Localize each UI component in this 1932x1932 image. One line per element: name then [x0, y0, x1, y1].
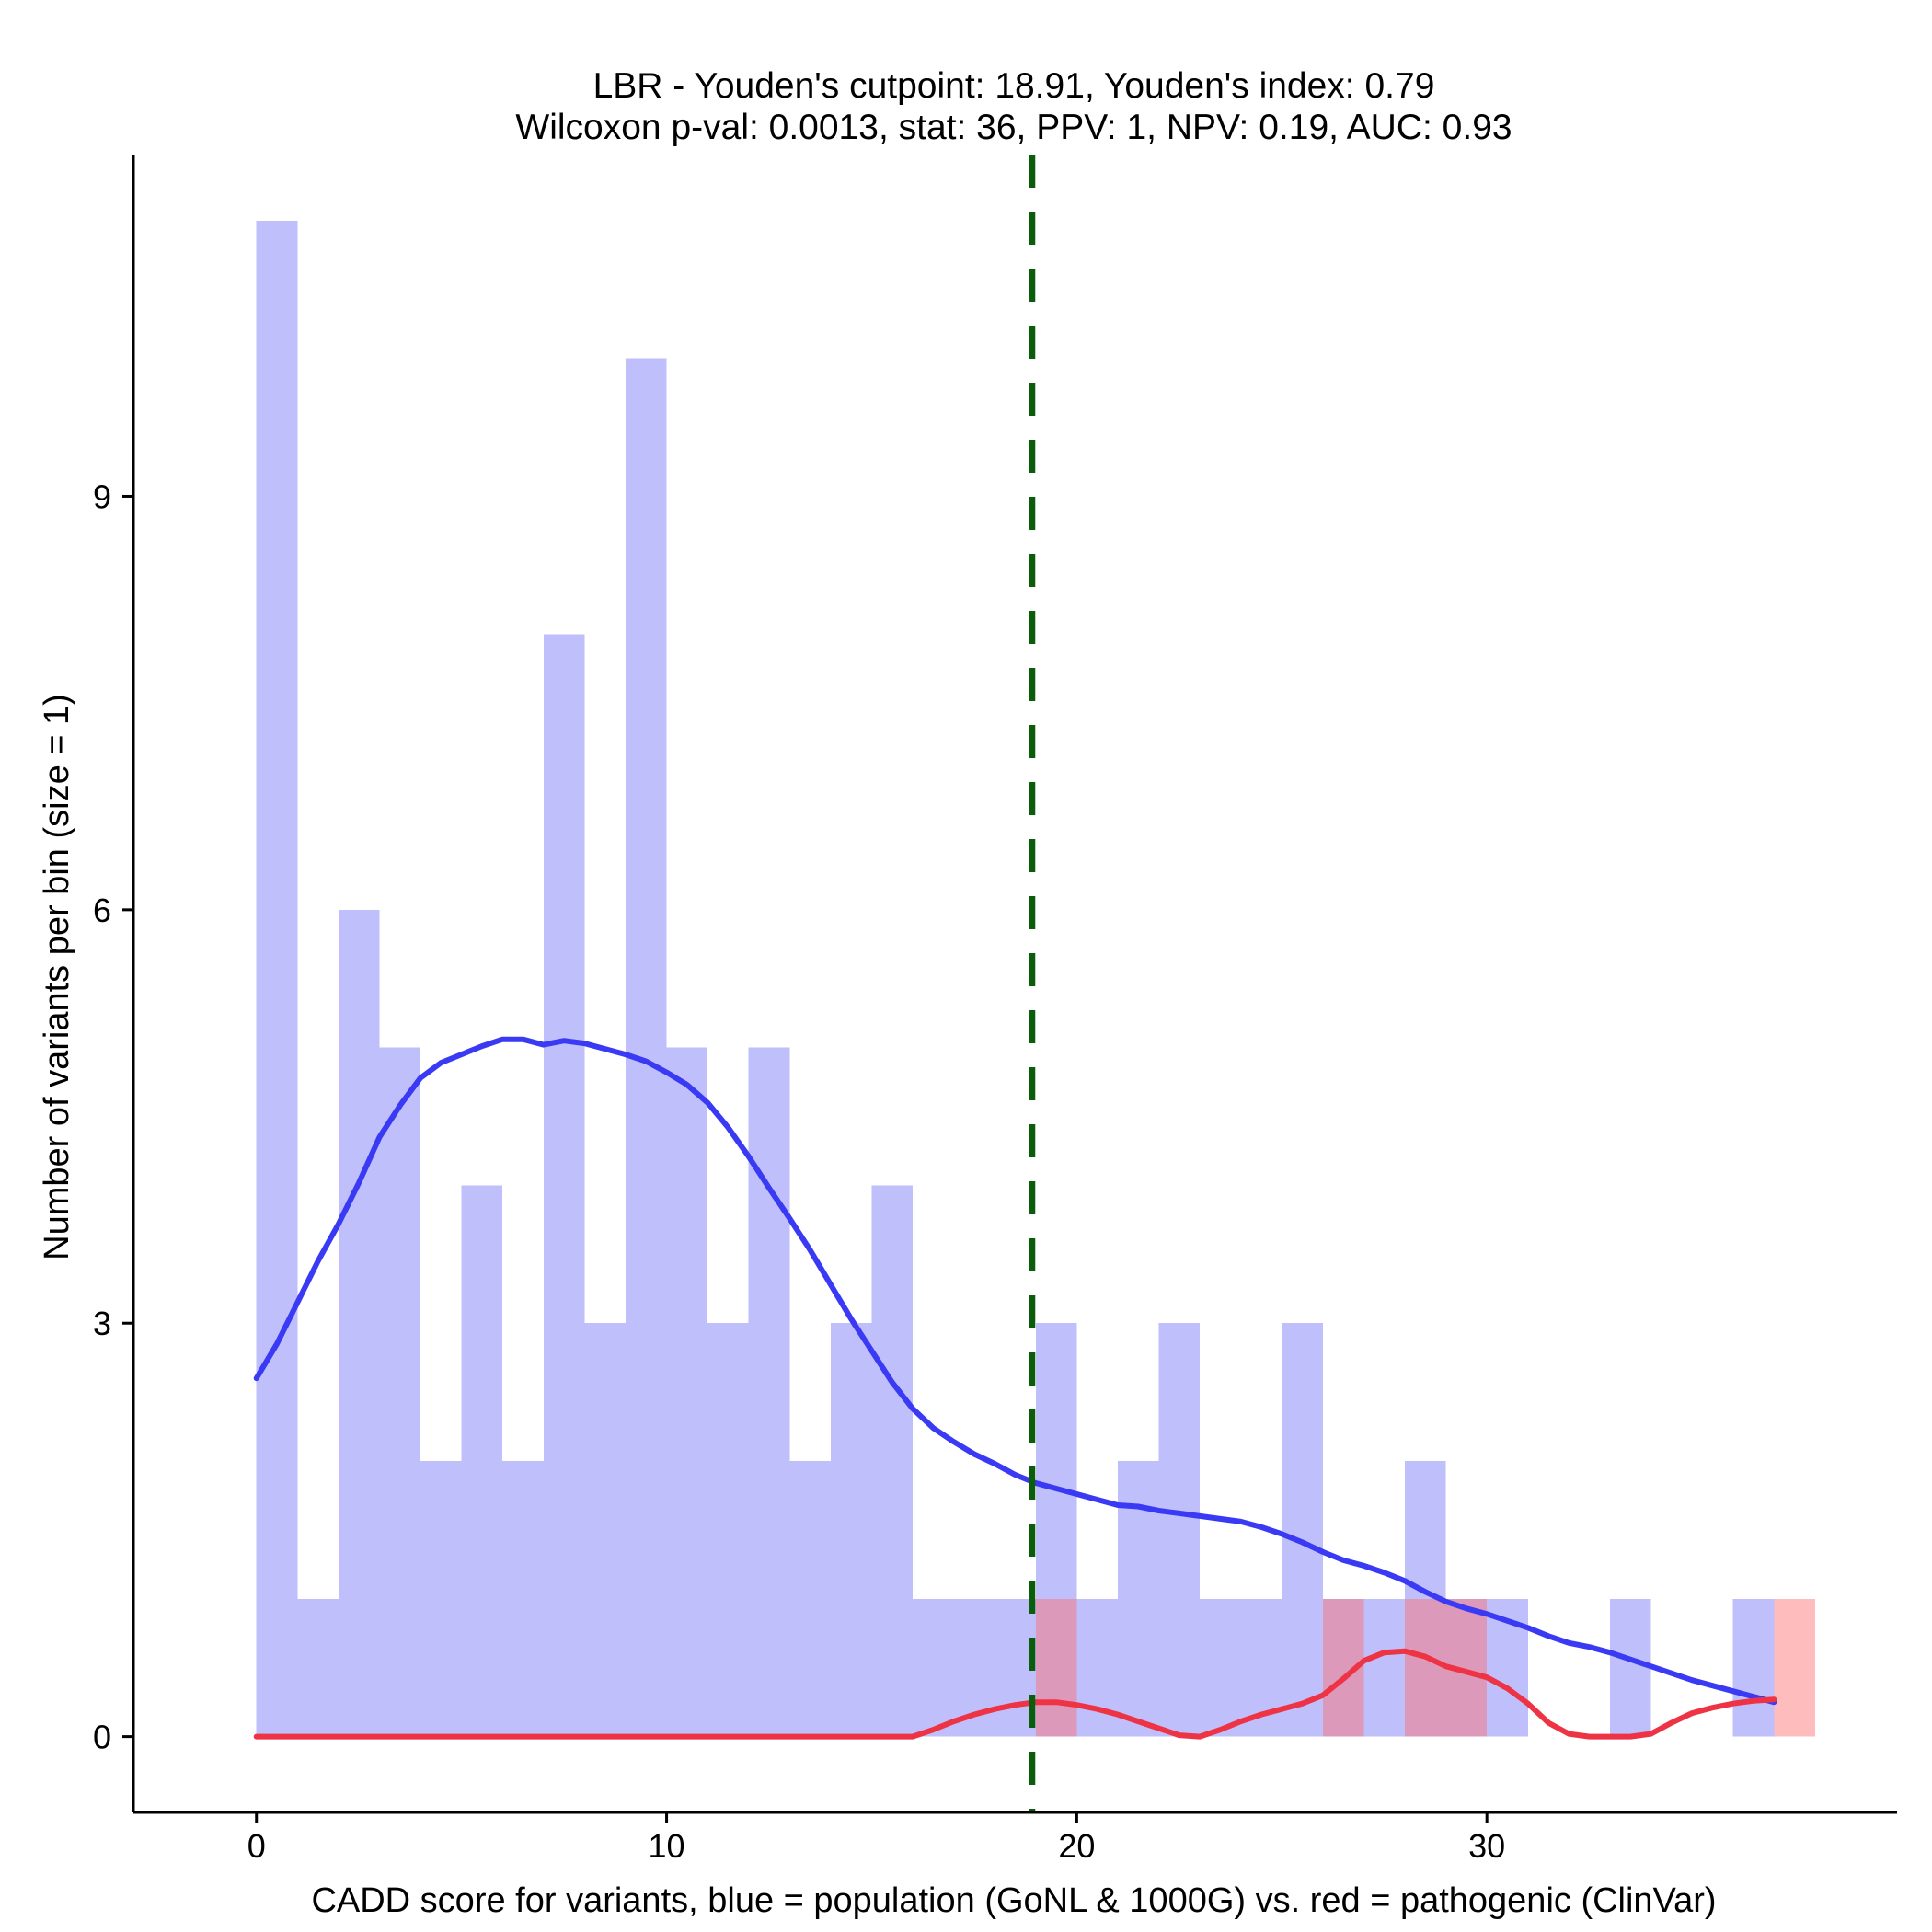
- population-bar: [666, 1047, 708, 1737]
- population-bar: [1732, 1598, 1775, 1737]
- population-bar: [543, 634, 585, 1737]
- population-bar: [830, 1323, 872, 1737]
- population-bars: [256, 220, 1775, 1737]
- y-tick-label: 9: [93, 477, 111, 515]
- y-tick-label: 6: [93, 891, 111, 929]
- pathogenic-bar: [1405, 1598, 1446, 1737]
- population-bar: [338, 909, 380, 1737]
- x-tick-label: 30: [1468, 1827, 1505, 1865]
- population-bar: [789, 1461, 831, 1737]
- population-bar: [1609, 1598, 1651, 1737]
- y-axis-label: Number of variants per bin (size = 1): [38, 694, 76, 1260]
- population-bar: [379, 1047, 421, 1737]
- pathogenic-bars: [1035, 1598, 1815, 1737]
- x-tick-label: 10: [649, 1827, 685, 1865]
- population-bar: [1117, 1461, 1159, 1737]
- population-bar: [625, 358, 667, 1737]
- population-bar: [1282, 1323, 1323, 1737]
- pathogenic-bar: [1774, 1598, 1815, 1737]
- chart-subtitle: Wilcoxon p-val: 0.0013, stat: 36, PPV: 1…: [515, 108, 1512, 147]
- population-bar: [871, 1185, 914, 1737]
- population-bar: [1200, 1598, 1241, 1737]
- x-axis-label: CADD score for variants, blue = populati…: [311, 1881, 1716, 1920]
- population-bar: [461, 1185, 503, 1737]
- density-curves: [253, 1036, 1777, 1740]
- population-bar: [1035, 1323, 1077, 1737]
- pathogenic-density-curve: [253, 1648, 1777, 1740]
- population-bar: [584, 1323, 626, 1737]
- tick-labels: 0 10 20 30 0 3 6 9: [93, 477, 1505, 1865]
- pathogenic-bar: [1035, 1598, 1077, 1737]
- population-bar: [256, 220, 298, 1737]
- x-tick-label: 20: [1058, 1827, 1095, 1865]
- y-tick-label: 3: [93, 1305, 111, 1342]
- population-bar: [420, 1461, 462, 1737]
- population-bar: [913, 1598, 954, 1737]
- population-bar: [297, 1598, 339, 1737]
- population-bar: [1076, 1598, 1118, 1737]
- population-bar: [748, 1047, 790, 1737]
- axes: [132, 155, 1897, 1814]
- population-bar: [1158, 1323, 1201, 1737]
- population-bar: [502, 1461, 544, 1737]
- population-bar: [707, 1323, 749, 1737]
- x-tick-label: 0: [247, 1827, 266, 1865]
- population-density-curve: [253, 1036, 1777, 1706]
- chart-title: LBR - Youden's cutpoint: 18.91, Youden's…: [593, 66, 1435, 106]
- population-bar: [1363, 1598, 1406, 1737]
- y-tick-label: 0: [93, 1719, 111, 1756]
